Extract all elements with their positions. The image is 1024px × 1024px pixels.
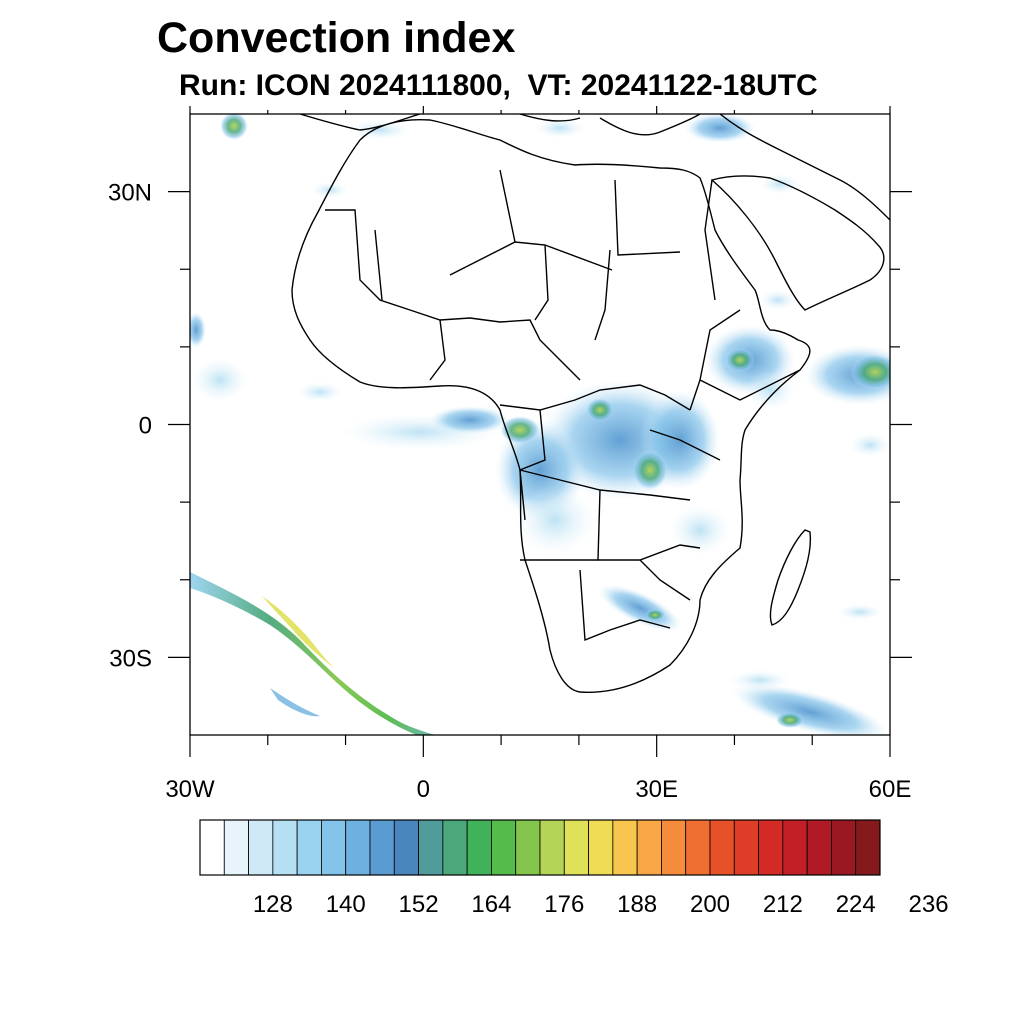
colorbar-swatch (563, 819, 589, 876)
colorbar-swatch (418, 819, 444, 876)
colorbar-tick-label: 152 (399, 891, 439, 918)
colorbar-swatch (442, 819, 468, 876)
lon-tick-label: 0 (417, 776, 430, 803)
lat-tick-label: 30N (108, 180, 152, 207)
colorbar-swatch (661, 819, 687, 876)
colorbar-swatch (272, 819, 298, 876)
colorbar-swatch (588, 819, 614, 876)
colorbar-tick-label: 200 (690, 891, 730, 918)
colorbar-swatch (855, 819, 881, 876)
colorbar-swatch (345, 819, 371, 876)
colorbar-swatch (321, 819, 347, 876)
colorbar-tick-label: 164 (471, 891, 511, 918)
lat-tick-label: 30S (109, 645, 152, 672)
colorbar-swatch (515, 819, 541, 876)
colorbar-swatch (491, 819, 517, 876)
colorbar-swatch (782, 819, 808, 876)
colorbar-swatch (806, 819, 832, 876)
colorbar-swatch (248, 819, 274, 876)
colorbar-swatch (369, 819, 395, 876)
colorbar-swatch (612, 819, 638, 876)
lon-tick-label: 60E (869, 776, 912, 803)
colorbar-swatch (709, 819, 735, 876)
colorbar-swatch (393, 819, 419, 876)
map-subtitle: Run: ICON 2024111800, VT: 20241122-18UTC (179, 69, 818, 102)
lat-tick-label: 0 (139, 413, 152, 440)
colorbar-swatch (758, 819, 784, 876)
colorbar-tick-label: 128 (253, 891, 293, 918)
colorbar-swatch (636, 819, 662, 876)
colorbar-swatch (733, 819, 759, 876)
colorbar-swatch (539, 819, 565, 876)
colorbar-swatch (223, 819, 249, 876)
lon-tick-label: 30W (165, 776, 215, 803)
atlantic-front-band (190, 572, 436, 735)
colorbar-tick-label: 188 (617, 891, 657, 918)
colorbar-tick-label: 140 (326, 891, 366, 918)
map-title: Convection index (157, 14, 516, 62)
colorbar-tick-label: 224 (836, 891, 876, 918)
colorbar-outline (199, 819, 881, 876)
coastlines (291, 114, 890, 693)
colorbar: 128 140 152 164 176 188 200 212 224 236 (199, 819, 949, 918)
colorbar-swatch (466, 819, 492, 876)
map-axes: 30W 0 30E 60E 30N 0 30S (108, 106, 912, 803)
colorbar-tick-label: 236 (909, 891, 949, 918)
colorbar-swatch (296, 819, 322, 876)
colorbar-swatch (831, 819, 857, 876)
colorbar-tick-label: 176 (544, 891, 584, 918)
colorbar-swatch (199, 819, 225, 876)
field-layer (190, 114, 890, 735)
colorbar-swatch (685, 819, 711, 876)
colorbar-tick-label: 212 (763, 891, 803, 918)
lon-tick-label: 30E (635, 776, 678, 803)
